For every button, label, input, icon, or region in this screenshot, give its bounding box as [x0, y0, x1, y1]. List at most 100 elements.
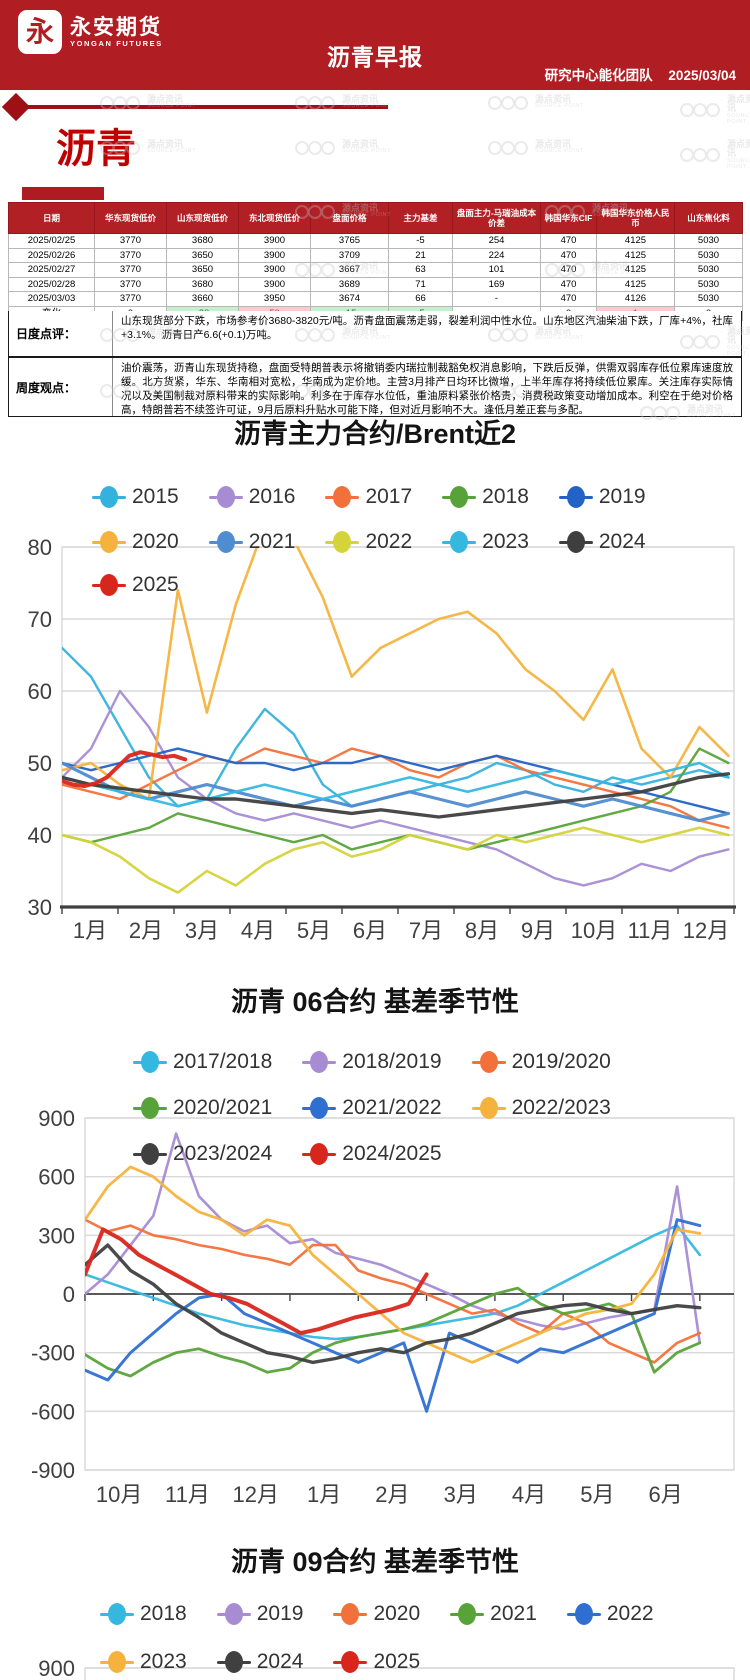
- legend-marker-icon: [333, 1651, 368, 1673]
- table-cell: 21: [388, 247, 453, 263]
- legend-row: 2020/2021 2021/2022 2022/2023: [133, 1095, 611, 1121]
- x-tick-label: 12月: [233, 1482, 279, 1507]
- legend-row: 2025: [92, 572, 179, 598]
- legend-item: 2022: [566, 1602, 654, 1626]
- table-cell: 3770: [94, 247, 167, 263]
- legend-label: 2022: [365, 530, 413, 553]
- table-cell: 3770: [94, 276, 167, 292]
- legend-marker-icon: [208, 486, 243, 508]
- table-cell: 224: [452, 247, 541, 263]
- table-row: 2025/02/25 3770 3680 3900 3765 -5 254 470 4125 50…: [8, 233, 743, 249]
- y-tick-label: 60: [28, 679, 52, 704]
- chart2-title: 沥青 06合约 基差季节性: [230, 987, 520, 1017]
- price-table: 日期 华东现货低价 山东现货低价 东北现货低价 盘面价格 主力基差 盘面主力-马瑞油成本价差…: [8, 202, 743, 321]
- legend-item: 2018: [442, 485, 529, 509]
- table-header-row: 日期 华东现货低价 山东现货低价 东北现货低价 盘面价格 主力基差 盘面主力-马瑞油成本价差…: [8, 202, 743, 234]
- table-cell: 3900: [238, 276, 311, 292]
- legend-marker-icon: [471, 1051, 506, 1073]
- x-tick-label: 11月: [165, 1482, 210, 1507]
- watermark-circles-icon: [693, 148, 707, 163]
- yongan-logo-icon: 永: [18, 10, 62, 54]
- legend-marker-icon: [442, 531, 477, 553]
- legend-row: 2015 2016 2017 2018 2019: [92, 484, 646, 510]
- series-line-2021/2022: [85, 1218, 702, 1413]
- y-tick-label: 900: [38, 1106, 75, 1131]
- y-tick-label: -600: [31, 1399, 75, 1424]
- legend-row: 2023/2024 2024/2025: [133, 1141, 442, 1167]
- watermark-circles-icon: [295, 140, 309, 155]
- legend-item: 2024: [558, 530, 646, 554]
- x-tick-label: 12月: [683, 918, 729, 943]
- legend-label: 2022/2023: [511, 1096, 611, 1119]
- legend-marker-icon: [302, 1097, 337, 1119]
- section-title: 沥青: [56, 127, 136, 171]
- table-cell: -5: [388, 233, 453, 249]
- table-cell: 3765: [310, 233, 389, 249]
- report-title: 沥青早报: [327, 44, 423, 70]
- legend-label: 2022: [606, 1602, 654, 1625]
- table-cell: 2025/02/28: [8, 276, 95, 292]
- table-cell: 5030: [674, 276, 743, 292]
- table-cell: 3950: [238, 291, 311, 307]
- legend-label: 2015: [132, 485, 179, 508]
- column-header: 华东现货低价: [94, 202, 167, 234]
- legend-label: 2020: [373, 1602, 421, 1625]
- table-row: 2025/02/28 3770 3680 3900 3689 71 169 470 4125 50…: [8, 276, 743, 292]
- table-cell: 3900: [238, 262, 311, 278]
- legend-item: 2023: [100, 1650, 187, 1674]
- x-tick-label: 5月: [580, 1482, 614, 1507]
- series-line-2024/2025: [85, 1227, 429, 1336]
- table-cell: 101: [452, 262, 541, 278]
- daily-comment-text: 山东现货部分下跌，市场参考价3680-3820元/吨。沥青盘面震荡走弱，裂差利润…: [112, 311, 741, 356]
- table-cell: 3770: [94, 233, 167, 249]
- legend-label: 2020: [132, 530, 179, 553]
- watermark-circles-icon: [488, 140, 502, 155]
- legend-marker-icon: [325, 486, 360, 508]
- column-header: 日期: [8, 202, 95, 234]
- legend-item: 2019/2020: [471, 1050, 611, 1074]
- legend-item: 2025: [333, 1650, 420, 1674]
- red-accent-bar: [22, 187, 104, 200]
- watermark-circles-icon: [514, 140, 528, 155]
- header-banner: 永 永安期货 YONGAN FUTURES 沥青早报 研究中心能化团队 2025…: [0, 0, 750, 90]
- table-cell: 3650: [166, 262, 239, 278]
- x-tick-label: 8月: [465, 918, 499, 943]
- legend-item: 2020: [92, 530, 179, 554]
- x-tick-label: 2月: [129, 918, 163, 943]
- legend-marker-icon: [333, 1603, 368, 1625]
- x-tick-label: 1月: [73, 918, 107, 943]
- x-tick-label: 3月: [185, 918, 219, 943]
- table-cell: 2025/02/25: [8, 233, 95, 249]
- x-tick-label: 2月: [375, 1482, 409, 1507]
- column-header: 韩国华东CIF: [540, 202, 597, 234]
- legend-label: 2018: [140, 1602, 187, 1625]
- legend-row: 2020 2021 2022 2023 2024: [92, 529, 646, 555]
- series-line-2022: [62, 826, 730, 894]
- legend-marker-icon: [208, 531, 243, 553]
- legend-row: 2023 2024 2025: [100, 1649, 420, 1675]
- legend-label: 2017: [365, 485, 413, 508]
- x-tick-label: 10月: [96, 1482, 142, 1507]
- y-tick-label: 70: [28, 607, 52, 632]
- series-line-2018: [62, 747, 730, 851]
- table-cell: 2025/02/26: [8, 247, 95, 263]
- legend-marker-icon: [325, 531, 360, 553]
- legend-item: 2018/2019: [302, 1050, 442, 1074]
- legend-item: 2020: [333, 1602, 420, 1626]
- column-header: 盘面主力-马瑞油成本价差: [452, 202, 541, 234]
- table-cell: 470: [540, 291, 597, 307]
- table-cell: 3900: [238, 233, 311, 249]
- logo-text: 永安期货 YONGAN FUTURES: [70, 16, 163, 48]
- legend-item: 2015: [92, 485, 179, 509]
- report-meta: 研究中心能化团队 2025/03/04: [533, 64, 736, 84]
- team-name: 研究中心能化团队: [544, 68, 653, 83]
- watermark-circles-icon: [680, 148, 694, 163]
- series-line-2015: [62, 646, 730, 808]
- legend-label: 2023/2024: [173, 1142, 273, 1165]
- legend-label: 2018: [482, 485, 529, 508]
- legend-label: 2021: [248, 530, 296, 553]
